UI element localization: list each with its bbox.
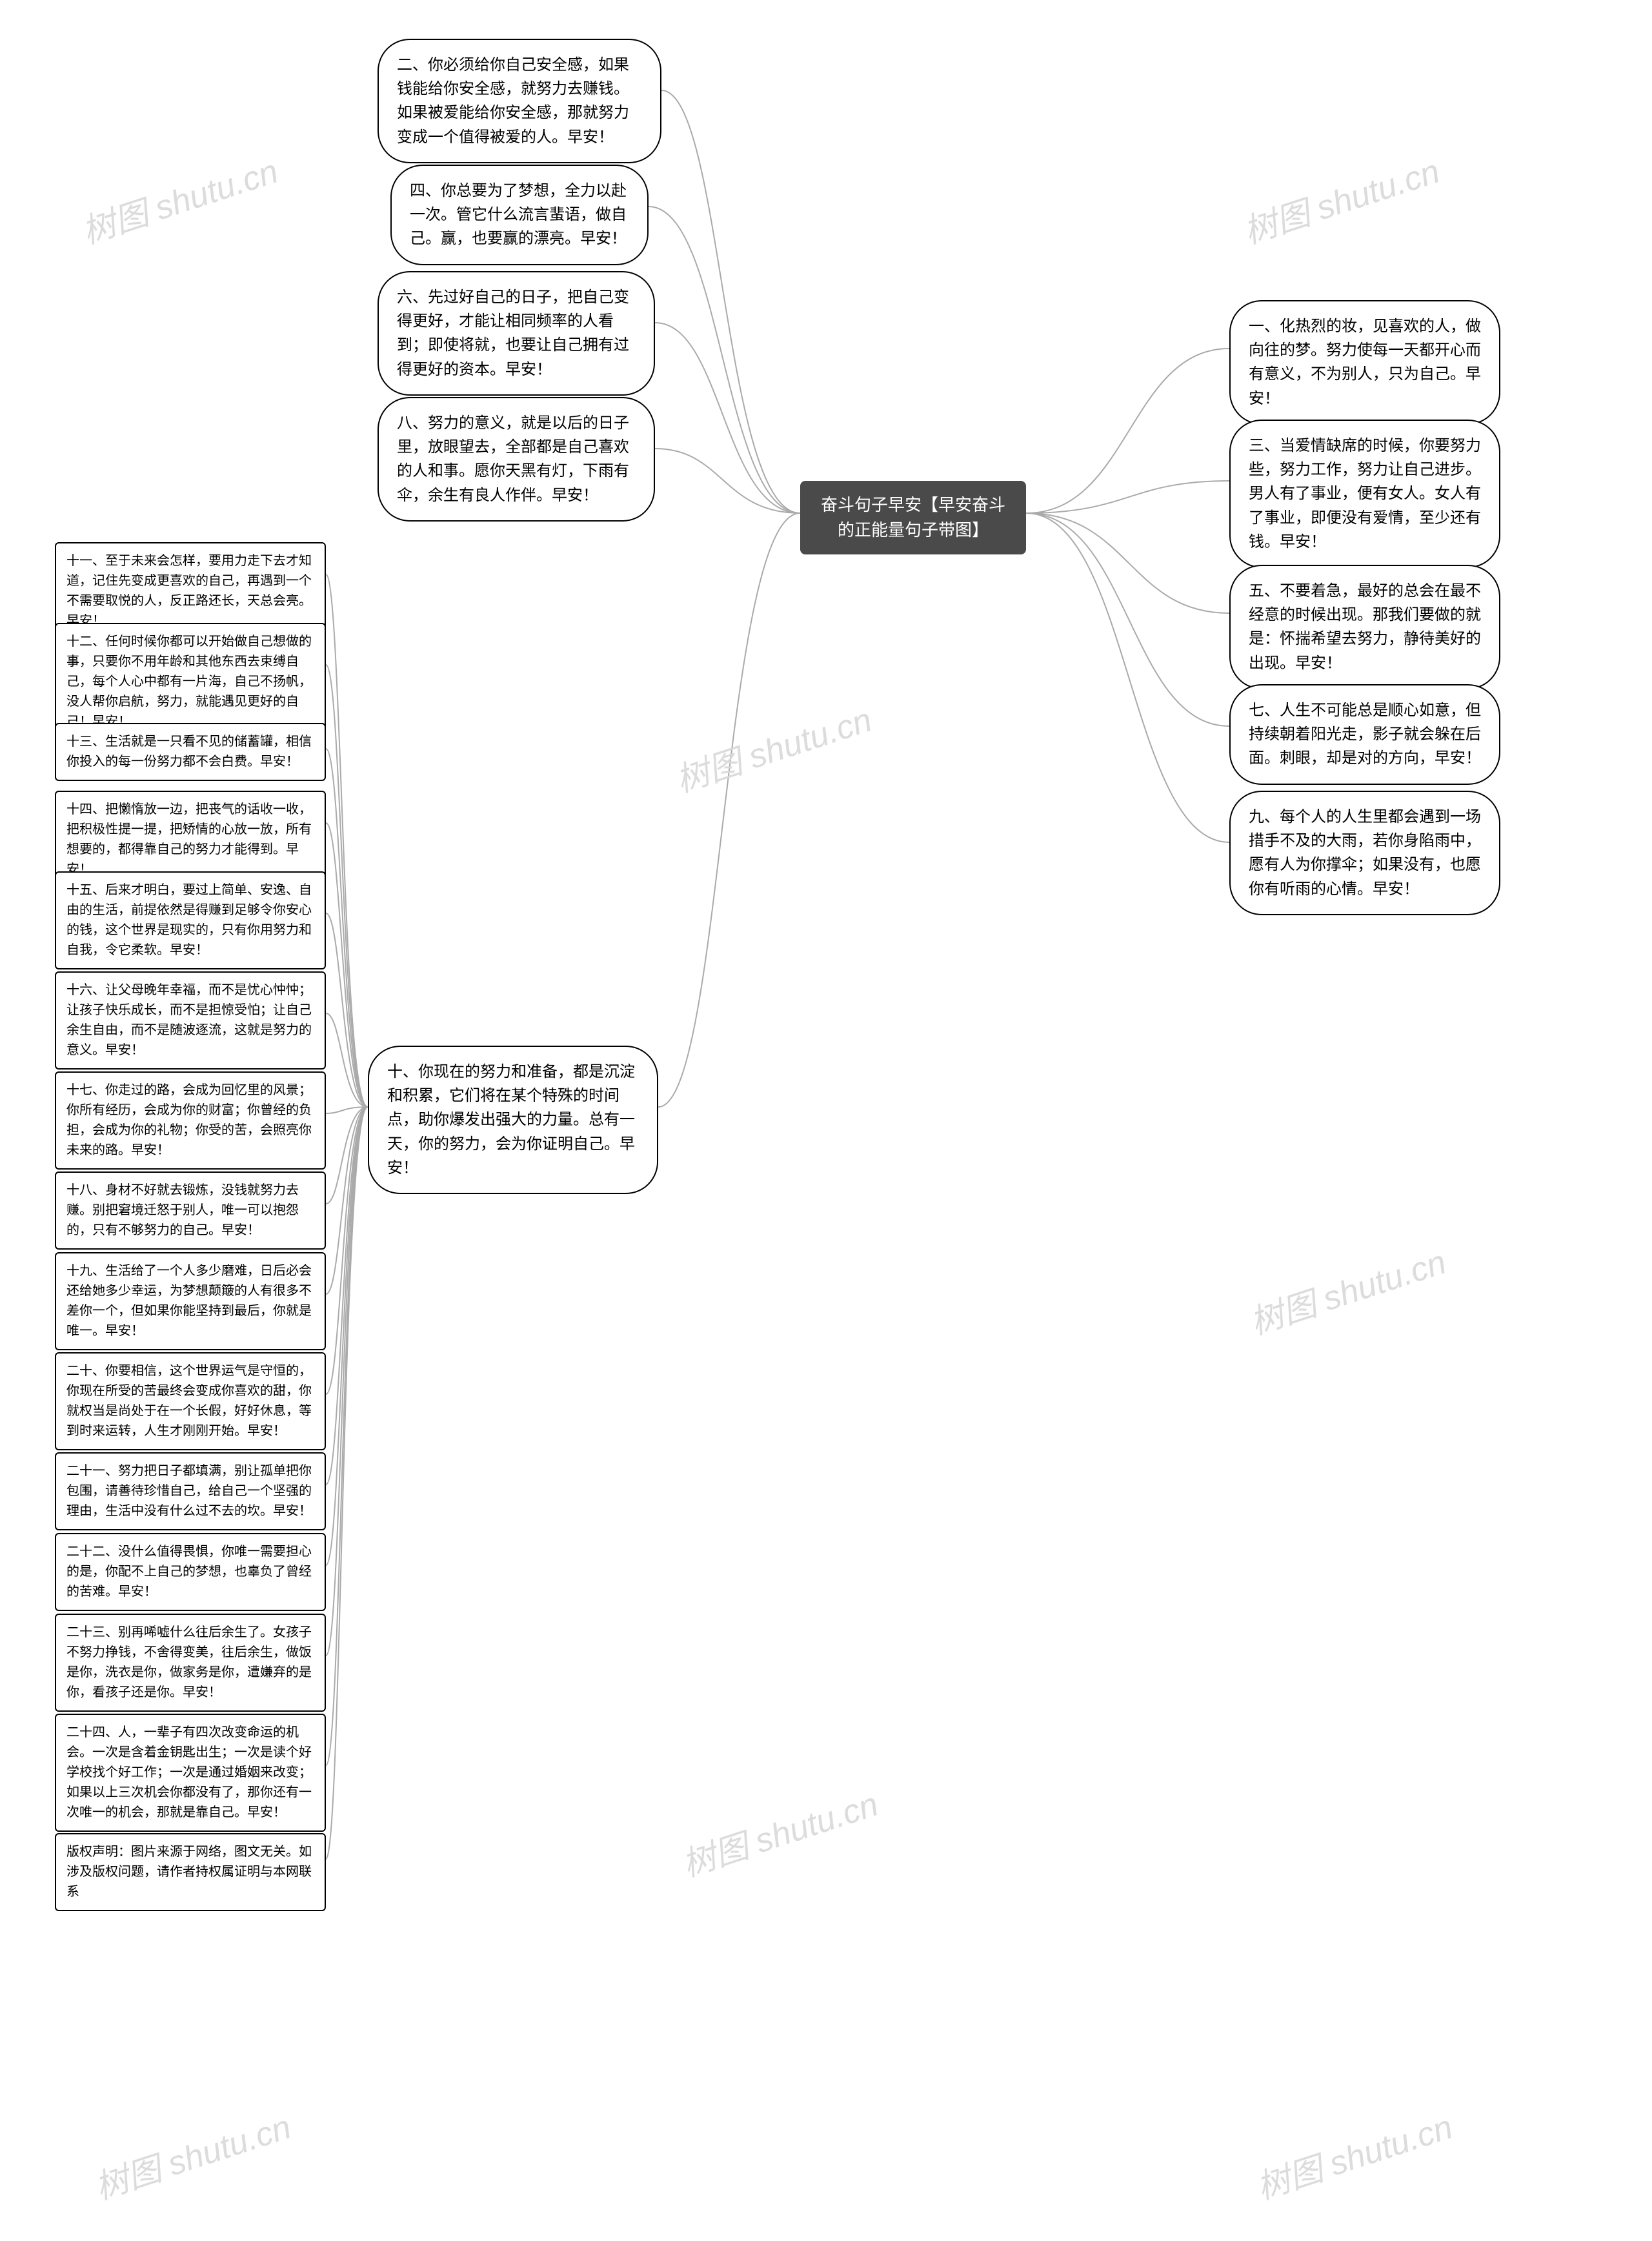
sub-node-13: 十三、生活就是一只看不见的储蓄罐，相信你投入的每一份努力都不会白费。早安！ [55, 723, 326, 781]
sub-node-18: 十八、身材不好就去锻炼，没钱就努力去赚。别把窘境迁怒于别人，唯一可以抱怨的，只有… [55, 1171, 326, 1250]
left-node-2: 二、你必须给你自己安全感，如果钱能给你安全感，就努力去赚钱。如果被爱能给你安全感… [378, 39, 661, 163]
watermark: 树图 shutu.cn [669, 693, 877, 802]
watermark: 树图 shutu.cn [675, 1777, 883, 1886]
sub-node-23: 二十三、别再唏嘘什么往后余生了。女孩子不努力挣钱，不舍得变美，往后余生，做饭是你… [55, 1614, 326, 1712]
sub-node-21: 二十一、努力把日子都填满，别让孤单把你包围，请善待珍惜自己，给自己一个坚强的理由… [55, 1452, 326, 1530]
watermark: 树图 shutu.cn [75, 144, 283, 253]
watermark: 树图 shutu.cn [88, 2100, 296, 2209]
right-node-5: 五、不要着急，最好的总会在最不经意的时候出现。那我们要做的就是：怀揣希望去努力，… [1229, 565, 1500, 689]
watermark: 树图 shutu.cn [1236, 144, 1445, 253]
right-node-1: 一、化热烈的妆，见喜欢的人，做向往的梦。努力使每一天都开心而有意义，不为别人，只… [1229, 300, 1500, 425]
sub-node-17: 十七、你走过的路，会成为回忆里的风景；你所有经历，会成为你的财富；你曾经的负担，… [55, 1071, 326, 1170]
watermark: 树图 shutu.cn [1249, 2100, 1458, 2209]
right-node-7: 七、人生不可能总是顺心如意，但持续朝着阳光走，影子就会躲在后面。刺眼，却是对的方… [1229, 684, 1500, 785]
sub-node-24: 二十四、人，一辈子有四次改变命运的机会。一次是含着金钥匙出生；一次是读个好学校找… [55, 1714, 326, 1832]
right-node-9: 九、每个人的人生里都会遇到一场措手不及的大雨，若你身陷雨中，愿有人为你撑伞；如果… [1229, 791, 1500, 915]
sub-node-20: 二十、你要相信，这个世界运气是守恒的，你现在所受的苦最终会变成你喜欢的甜，你就权… [55, 1352, 326, 1450]
sub-node-15: 十五、后来才明白，要过上简单、安逸、自由的生活，前提依然是得赚到足够令你安心的钱… [55, 871, 326, 969]
sub-node-22: 二十二、没什么值得畏惧，你唯一需要担心的是，你配不上自己的梦想，也辜负了曾经的苦… [55, 1533, 326, 1611]
center-node: 奋斗句子早安【早安奋斗的正能量句子带图】 [800, 481, 1026, 554]
left-node-8: 八、努力的意义，就是以后的日子里，放眼望去，全部都是自己喜欢的人和事。愿你天黑有… [378, 397, 655, 522]
sub-node-copyright: 版权声明：图片来源于网络，图文无关。如涉及版权问题，请作者持权属证明与本网联系 [55, 1833, 326, 1911]
sub-node-19: 十九、生活给了一个人多少磨难，日后必会还给她多少幸运，为梦想颠簸的人有很多不差你… [55, 1252, 326, 1350]
sub-node-16: 十六、让父母晚年幸福，而不是忧心忡忡；让孩子快乐成长，而不是担惊受怕；让自己余生… [55, 971, 326, 1070]
left-node-6: 六、先过好自己的日子，把自己变得更好，才能让相同频率的人看到；即使将就，也要让自… [378, 271, 655, 396]
right-node-3: 三、当爱情缺席的时候，你要努力些，努力工作，努力让自己进步。男人有了事业，便有女… [1229, 420, 1500, 568]
watermark: 树图 shutu.cn [1243, 1235, 1451, 1344]
left-node-4: 四、你总要为了梦想，全力以赴一次。管它什么流言蜚语，做自己。赢，也要赢的漂亮。早… [390, 165, 649, 265]
left-node-10: 十、你现在的努力和准备，都是沉淀和积累，它们将在某个特殊的时间点，助你爆发出强大… [368, 1046, 658, 1194]
